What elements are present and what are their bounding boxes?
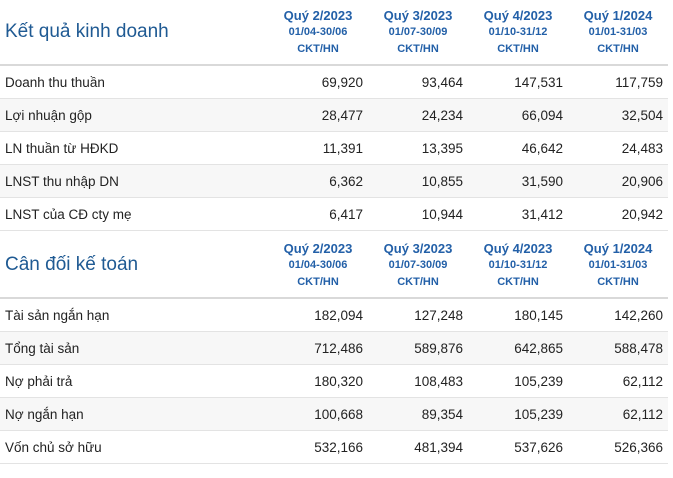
table-row: Nợ phải trả 180,320 108,483 105,239 62,1… [0,365,668,398]
table-row: Tài sản ngắn hạn 182,094 127,248 180,145… [0,299,668,332]
period-range: 01/01-31/03 [588,25,648,38]
period-quarter: Quý 1/2024 [583,240,653,256]
row-value: 62,112 [622,406,663,422]
business-results-section: Kết quả kinh doanh Quý 2/2023 01/04-30/0… [0,0,668,231]
table-row: LNST của CĐ cty mẹ 6,417 10,944 31,412 2… [0,198,668,231]
row-value: 532,166 [314,439,363,455]
row-value: 712,486 [314,340,363,356]
row-value: 93,464 [421,74,463,90]
table-row: Lợi nhuận gộp 28,477 24,234 66,094 32,50… [0,99,668,132]
row-value: 147,531 [514,74,563,90]
row-value: 24,234 [421,107,463,123]
row-value: 182,094 [314,307,363,323]
period-header: Quý 2/2023 01/04-30/06 CKT/HN [268,233,368,297]
row-value: 526,366 [614,439,663,455]
period-unit: CKT/HN [497,275,539,288]
period-unit: CKT/HN [397,42,439,55]
row-value: 62,112 [622,373,663,389]
row-value: 127,248 [414,307,463,323]
period-quarter: Quý 4/2023 [483,7,553,23]
row-value: 180,320 [314,373,363,389]
row-value: 69,920 [321,74,363,90]
row-value: 537,626 [514,439,563,455]
section-title: Cân đối kế toán [5,254,139,275]
row-label: Lợi nhuận gộp [5,107,92,123]
period-unit: CKT/HN [297,42,339,55]
period-quarter: Quý 1/2024 [583,7,653,23]
row-label: Nợ ngắn hạn [5,406,84,422]
period-quarter: Quý 3/2023 [383,240,453,256]
row-value: 588,478 [614,340,663,356]
row-value: 117,759 [615,74,663,90]
period-quarter: Quý 4/2023 [483,240,553,256]
row-label: LNST của CĐ cty mẹ [5,206,132,222]
row-value: 180,145 [514,307,563,323]
row-value: 10,944 [421,206,463,222]
row-value: 105,239 [514,373,563,389]
period-range: 01/10-31/12 [488,25,548,38]
row-value: 6,362 [329,173,363,189]
row-value: 46,642 [521,140,563,156]
period-quarter: Quý 3/2023 [383,7,453,23]
period-header: Quý 3/2023 01/07-30/09 CKT/HN [368,0,468,64]
period-range: 01/10-31/12 [488,258,548,271]
row-value: 13,395 [421,140,463,156]
period-header: Quý 3/2023 01/07-30/09 CKT/HN [368,233,468,297]
table-row: Vốn chủ sở hữu 532,166 481,394 537,626 5… [0,431,668,464]
balance-sheet-header: Cân đối kế toán Quý 2/2023 01/04-30/06 C… [0,233,668,299]
period-range: 01/04-30/06 [288,258,348,271]
row-label: LNST thu nhập DN [5,173,119,189]
row-value: 108,483 [414,373,463,389]
period-quarter: Quý 2/2023 [283,7,353,23]
row-value: 481,394 [414,439,463,455]
row-value: 142,260 [614,307,663,323]
row-label: LN thuần từ HĐKD [5,140,119,156]
row-value: 11,391 [322,140,363,156]
row-value: 105,239 [514,406,563,422]
table-row: LNST thu nhập DN 6,362 10,855 31,590 20,… [0,165,668,198]
period-unit: CKT/HN [397,275,439,288]
balance-sheet-section: Cân đối kế toán Quý 2/2023 01/04-30/06 C… [0,233,668,464]
business-results-header: Kết quả kinh doanh Quý 2/2023 01/04-30/0… [0,0,668,66]
row-label: Vốn chủ sở hữu [5,439,102,455]
period-unit: CKT/HN [597,42,639,55]
period-header: Quý 1/2024 01/01-31/03 CKT/HN [568,233,668,297]
section-title: Kết quả kinh doanh [5,21,169,42]
row-value: 31,412 [521,206,563,222]
period-range: 01/07-30/09 [388,25,448,38]
period-header: Quý 2/2023 01/04-30/06 CKT/HN [268,0,368,64]
row-value: 589,876 [414,340,463,356]
row-value: 89,354 [421,406,463,422]
period-unit: CKT/HN [597,275,639,288]
row-label: Tài sản ngắn hạn [5,307,110,323]
row-value: 20,942 [621,206,663,222]
row-label: Tổng tài sản [5,340,80,356]
row-value: 6,417 [329,206,363,222]
table-row: Nợ ngắn hạn 100,668 89,354 105,239 62,11… [0,398,668,431]
row-label: Doanh thu thuần [5,74,105,90]
period-range: 01/04-30/06 [288,25,348,38]
row-value: 24,483 [621,140,663,156]
row-label: Nợ phải trả [5,373,73,389]
row-value: 20,906 [621,173,663,189]
period-range: 01/01-31/03 [588,258,648,271]
row-value: 100,668 [314,406,363,422]
row-value: 66,094 [521,107,563,123]
table-row: Doanh thu thuần 69,920 93,464 147,531 11… [0,66,668,99]
period-unit: CKT/HN [297,275,339,288]
table-row: Tổng tài sản 712,486 589,876 642,865 588… [0,332,668,365]
period-quarter: Quý 2/2023 [283,240,353,256]
period-range: 01/07-30/09 [388,258,448,271]
row-value: 642,865 [514,340,563,356]
period-unit: CKT/HN [497,42,539,55]
period-header: Quý 4/2023 01/10-31/12 CKT/HN [468,0,568,64]
row-value: 31,590 [521,173,563,189]
period-header: Quý 1/2024 01/01-31/03 CKT/HN [568,0,668,64]
row-value: 28,477 [321,107,363,123]
period-header: Quý 4/2023 01/10-31/12 CKT/HN [468,233,568,297]
row-value: 10,855 [421,173,463,189]
row-value: 32,504 [621,107,663,123]
table-row: LN thuần từ HĐKD 11,391 13,395 46,642 24… [0,132,668,165]
